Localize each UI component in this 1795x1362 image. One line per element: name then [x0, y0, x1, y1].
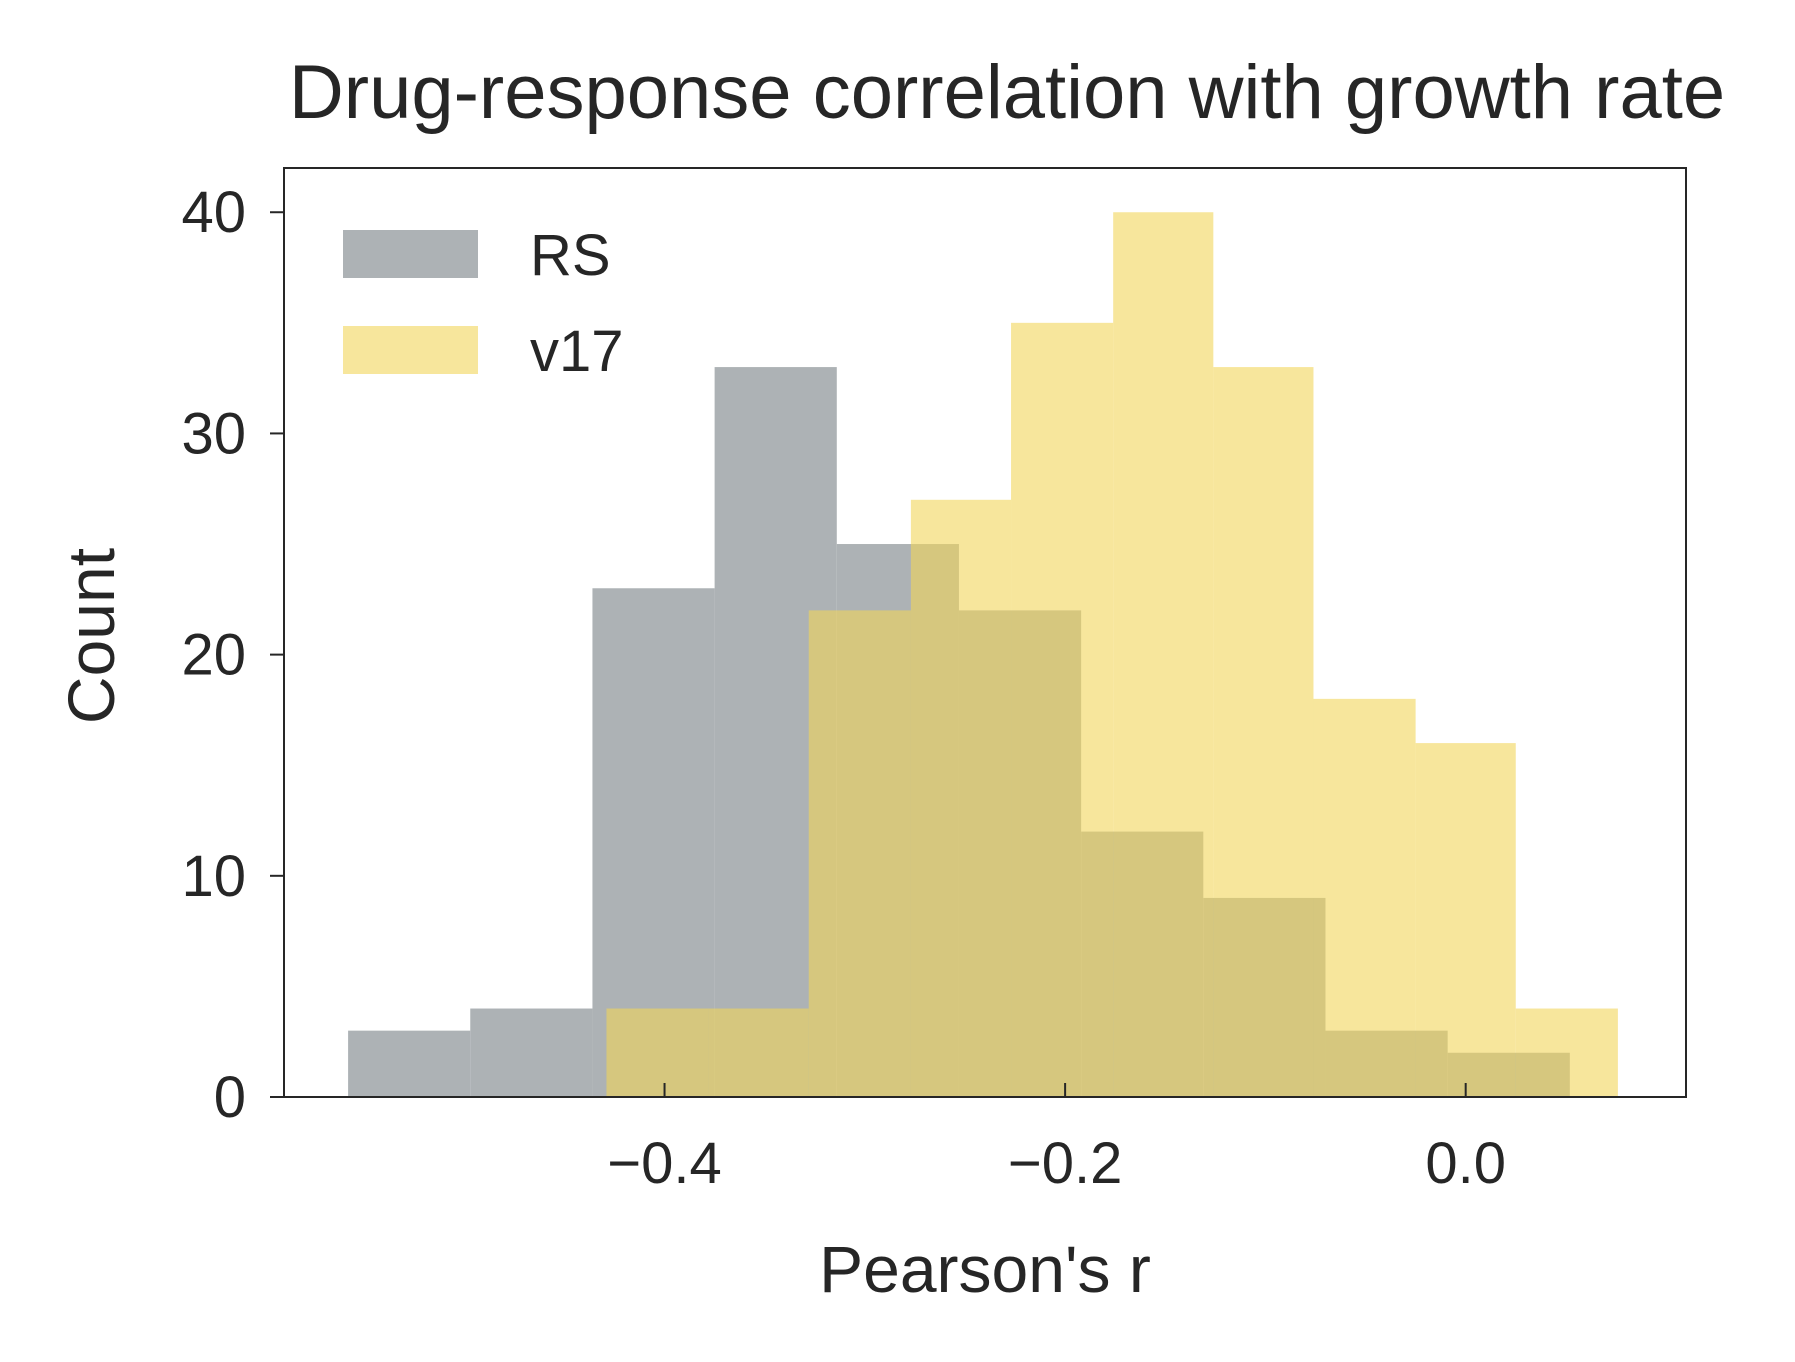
bar-v17-0 [606, 1008, 709, 1097]
legend-swatch-v17 [343, 326, 478, 374]
bars-layer [348, 212, 1618, 1098]
legend-label-v17: v17 [530, 319, 624, 384]
bar-v17-4 [1011, 322, 1114, 1097]
x-axis: −0.4 −0.2 0.0 [607, 1083, 1506, 1196]
bar-RS-0 [348, 1030, 471, 1097]
plot-frame [283, 167, 1687, 1098]
series-v17 [606, 212, 1618, 1098]
bar-v17-9 [1515, 1008, 1618, 1097]
x-axis-label: Pearson's r [819, 1232, 1151, 1306]
y-tick-label: 10 [181, 844, 246, 909]
y-axis: 0 10 20 30 40 [181, 180, 284, 1130]
legend: RS v17 [343, 223, 624, 384]
x-tick-label: −0.2 [1008, 1131, 1123, 1196]
y-axis-label: Count [54, 548, 128, 724]
bar-v17-7 [1313, 698, 1416, 1097]
bar-v17-1 [708, 1008, 809, 1097]
legend-swatch-RS [343, 230, 478, 278]
bar-v17-2 [808, 610, 911, 1097]
chart-title: Drug-response correlation with growth ra… [289, 50, 1725, 135]
bar-v17-8 [1415, 743, 1516, 1097]
legend-label-RS: RS [530, 223, 611, 288]
bar-RS-1 [470, 1008, 593, 1097]
y-tick-label: 0 [214, 1065, 246, 1130]
bar-v17-3 [910, 499, 1012, 1097]
x-tick-label: 0.0 [1425, 1131, 1506, 1196]
y-tick-label: 40 [181, 180, 246, 245]
bar-v17-5 [1113, 212, 1214, 1097]
y-tick-label: 30 [181, 401, 246, 466]
x-tick-label: −0.4 [607, 1131, 722, 1196]
bar-v17-6 [1213, 367, 1314, 1098]
y-tick-label: 20 [181, 623, 246, 688]
